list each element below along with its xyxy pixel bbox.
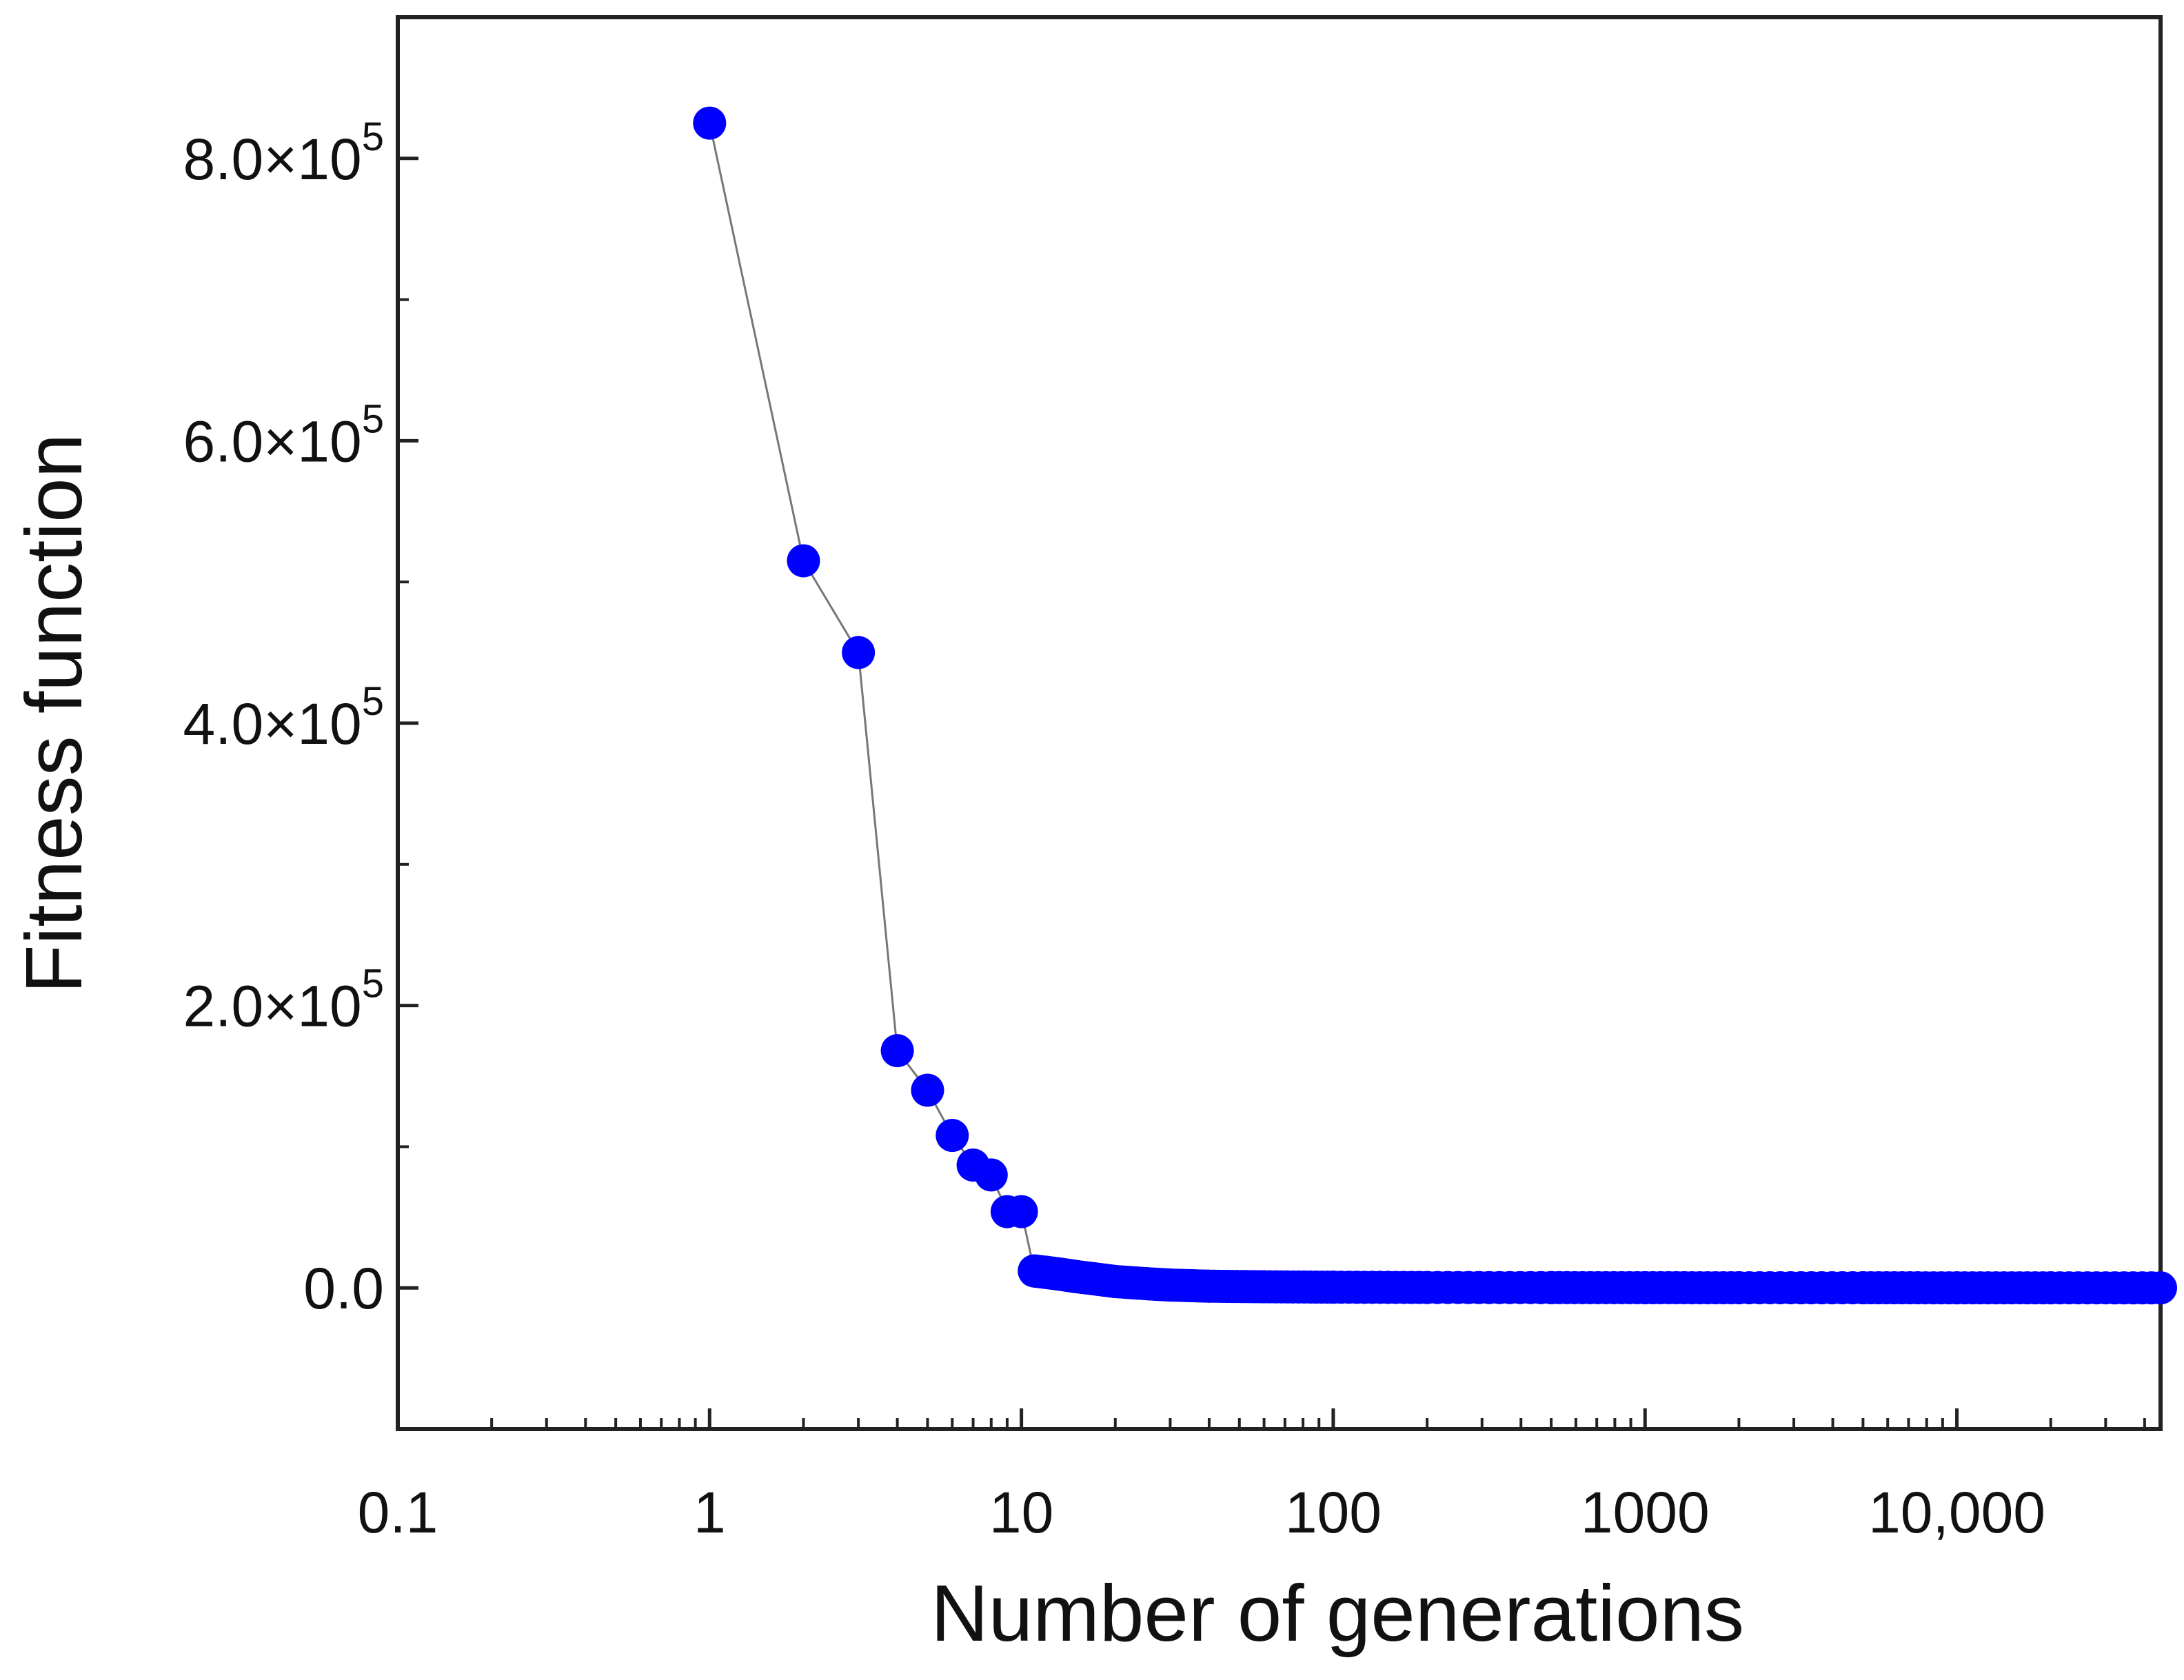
data-point — [974, 1158, 1008, 1192]
data-point — [936, 1119, 969, 1153]
data-points — [693, 106, 2177, 1305]
series-line — [708, 123, 2161, 1289]
data-point — [2034, 1271, 2067, 1305]
data-point — [1846, 1271, 1880, 1305]
y-tick-label: 4.0×105 — [183, 679, 384, 756]
data-point — [911, 1073, 944, 1107]
data-point — [1628, 1271, 1662, 1304]
data-point — [1316, 1271, 1350, 1304]
data-point — [2144, 1271, 2177, 1305]
plot-frame — [396, 15, 2163, 1431]
axis-ticks — [396, 156, 2146, 1429]
data-point — [1247, 1270, 1281, 1304]
data-point — [693, 106, 727, 140]
tick-labels: 0.1 1 10 100 1000 10,000 0.0 2.0×105 4.0×105 6.0×… — [183, 114, 2045, 1545]
y-tick-label: 0.0 — [303, 1256, 384, 1321]
data-point — [1098, 1264, 1132, 1298]
x-tick-label: 0.1 — [358, 1480, 438, 1545]
x-tick-label: 10,000 — [1868, 1480, 2045, 1545]
x-tick-label: 100 — [1285, 1480, 1382, 1545]
data-point — [1192, 1269, 1226, 1303]
data-point — [1129, 1267, 1162, 1301]
x-tick-label: 1 — [694, 1480, 726, 1545]
y-tick-label: 6.0×105 — [183, 396, 384, 474]
data-point — [1722, 1271, 1756, 1304]
data-point — [880, 1034, 914, 1068]
data-point — [1153, 1268, 1187, 1302]
x-tick-label: 1000 — [1581, 1480, 1710, 1545]
y-axis-title: Fitness function — [9, 434, 99, 993]
data-point — [1535, 1271, 1568, 1304]
data-point — [1004, 1195, 1038, 1228]
y-tick-label: 8.0×105 — [183, 114, 384, 192]
x-tick-label: 10 — [989, 1480, 1053, 1545]
y-tick-label: 2.0×105 — [183, 962, 384, 1039]
data-point — [1940, 1271, 1974, 1305]
x-axis-title: Number of generations — [931, 1568, 1744, 1658]
data-point — [787, 544, 820, 578]
data-point — [842, 636, 876, 669]
data-point — [1410, 1271, 1444, 1304]
